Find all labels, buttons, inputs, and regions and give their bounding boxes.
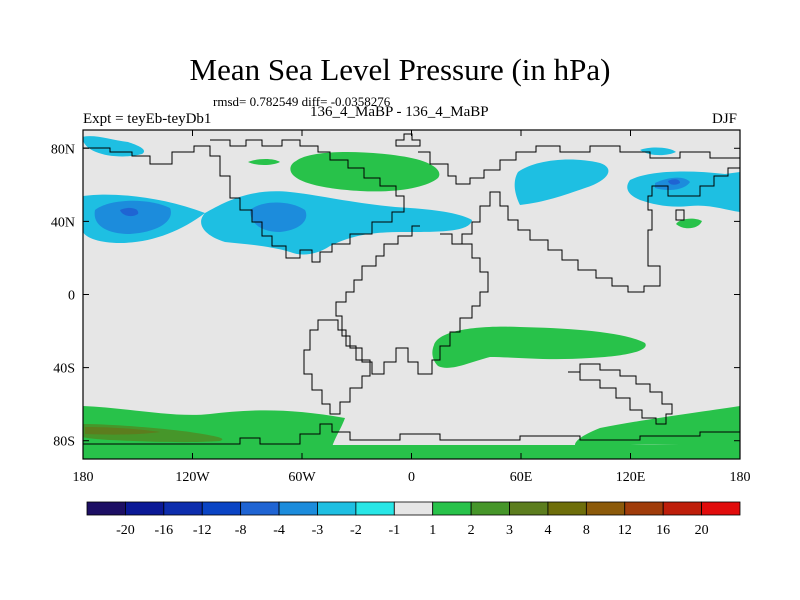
coastline-south-america bbox=[303, 319, 371, 415]
colorbar: -20 -16 -12 -8 -4 -3 -2 -1 1 2 3 4 8 12 16 20 bbox=[86, 501, 741, 538]
colorbar-label: 4 bbox=[544, 523, 551, 538]
colorbar-label: 20 bbox=[695, 523, 709, 538]
coastline-asia-south bbox=[440, 167, 740, 293]
colorbar-label: 12 bbox=[618, 523, 632, 538]
coastline-africa bbox=[335, 225, 489, 375]
colorbar-swatch bbox=[470, 501, 510, 516]
x-tick-label: 180 bbox=[730, 470, 751, 485]
colorbar-swatch bbox=[393, 501, 434, 516]
colorbar-label: -12 bbox=[193, 523, 212, 538]
arctic-high-small bbox=[248, 159, 280, 165]
y-tick-label: 80S bbox=[53, 435, 75, 450]
greenland-low-region bbox=[83, 136, 145, 157]
colorbar-swatch bbox=[86, 501, 126, 516]
colorbar-label: -3 bbox=[312, 523, 324, 538]
colorbar-label: 2 bbox=[468, 523, 475, 538]
north-pacific-low-inner bbox=[668, 179, 680, 185]
colorbar-label: 16 bbox=[656, 523, 670, 538]
colorbar-label: -20 bbox=[116, 523, 135, 538]
x-tick-label: 180 bbox=[73, 470, 94, 485]
colorbar-label: -1 bbox=[388, 523, 400, 538]
antarctic-south-strip bbox=[83, 445, 740, 459]
arctic-high-region bbox=[290, 151, 440, 192]
coastlines bbox=[83, 133, 740, 445]
colorbar-label: -2 bbox=[350, 523, 362, 538]
anomaly-fields bbox=[83, 136, 740, 459]
x-tick-label: 120W bbox=[175, 470, 210, 485]
central-low-core bbox=[250, 202, 307, 232]
y-tick-label: 40N bbox=[51, 215, 75, 230]
difference-label: 136_4_MaBP - 136_4_MaBP bbox=[310, 104, 489, 120]
coastline-north-america bbox=[83, 139, 405, 263]
coastline-australia bbox=[568, 363, 673, 425]
north-pacific-small-high bbox=[676, 218, 702, 229]
coastline-greenland bbox=[395, 133, 421, 147]
colorbar-swatch bbox=[125, 501, 165, 516]
colorbar-swatch bbox=[201, 501, 242, 516]
y-tick-label: 80N bbox=[51, 142, 75, 157]
colorbar-swatch bbox=[585, 501, 626, 516]
x-tick-label: 60W bbox=[288, 470, 316, 485]
colorbar-swatch bbox=[701, 501, 741, 516]
north-atlantic-low-inner bbox=[120, 207, 139, 217]
siberia-low-region bbox=[514, 159, 609, 205]
colorbar-label: 8 bbox=[583, 523, 590, 538]
coastline-eurasia bbox=[418, 145, 740, 185]
colorbar-swatch bbox=[278, 501, 318, 516]
experiment-label: Expt = teyEb-teyDb1 bbox=[83, 111, 212, 127]
antarctic-core-inner bbox=[85, 427, 160, 435]
colorbar-label: -16 bbox=[154, 523, 173, 538]
colorbar-label: 3 bbox=[506, 523, 513, 538]
colorbar-swatch bbox=[355, 501, 395, 516]
colorbar-swatch bbox=[509, 501, 549, 516]
colorbar-swatch bbox=[317, 501, 357, 516]
y-tick-label: 40S bbox=[53, 362, 75, 377]
coastline-antarctica bbox=[83, 423, 740, 445]
colorbar-swatch bbox=[662, 501, 702, 516]
colorbar-swatch bbox=[432, 501, 472, 516]
colorbar-label: -4 bbox=[273, 523, 285, 538]
colorbar-swatch bbox=[547, 501, 587, 516]
x-tick-label: 120E bbox=[616, 470, 646, 485]
map-axes: 180 120W 60W 0 60E 120E 180 80N 40N 0 40S 80S bbox=[51, 130, 751, 485]
y-tick-label: 0 bbox=[68, 289, 75, 304]
coastline-japan bbox=[675, 209, 685, 221]
east-siberia-low bbox=[640, 147, 676, 156]
north-atlantic-low-core bbox=[94, 200, 171, 234]
colorbar-swatch bbox=[240, 501, 280, 516]
colorbar-swatch bbox=[624, 501, 664, 516]
chart-title: Mean Sea Level Pressure (in hPa) bbox=[189, 52, 611, 87]
stats-line: rmsd= 0.782549 diff= -0.0358276 bbox=[213, 94, 391, 109]
x-tick-label: 60E bbox=[510, 470, 533, 485]
colorbar-swatch bbox=[163, 501, 203, 516]
north-pacific-low-region bbox=[627, 171, 740, 212]
colorbar-label: -8 bbox=[235, 523, 247, 538]
colorbar-label: 1 bbox=[429, 523, 436, 538]
season-label: DJF bbox=[712, 111, 738, 127]
x-tick-label: 0 bbox=[408, 470, 415, 485]
southern-high-region bbox=[432, 326, 646, 368]
